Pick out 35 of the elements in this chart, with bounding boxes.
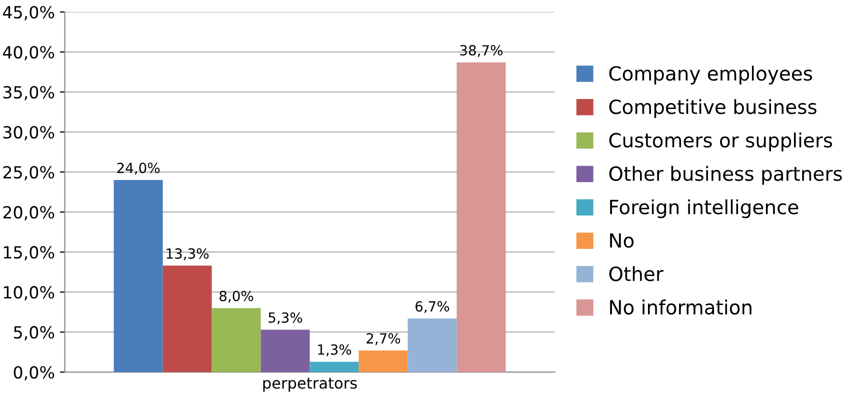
legend-label: Other business partners (609, 166, 842, 185)
data-label: 6,7% (416, 301, 450, 314)
legend-label: Other (609, 266, 664, 282)
y-tick-label: 10,0% (4, 286, 54, 300)
legend-label: Foreign intelligence (610, 199, 798, 218)
data-label: 1,3% (318, 344, 352, 356)
y-tick-label: 40,0% (2, 46, 54, 60)
bar (212, 308, 261, 372)
data-label: 38,7% (460, 45, 502, 57)
y-tick-label: 0,0% (14, 366, 54, 380)
y-tick-label: 20,0% (3, 206, 54, 220)
data-label: 2,7% (366, 333, 400, 346)
legend-label: No (610, 233, 634, 248)
legend-label: Customers or suppliers (609, 132, 832, 152)
bar (260, 330, 310, 372)
bar (358, 350, 408, 372)
bar (310, 362, 359, 372)
data-label: 24,0% (117, 162, 160, 175)
bar (456, 62, 506, 372)
y-tick-label: 5,0% (14, 326, 54, 340)
y-tick-label: 30,0% (3, 126, 54, 140)
data-label: 13,3% (166, 248, 209, 260)
legend-label: No information (610, 300, 752, 315)
data-label: 8,0% (220, 290, 254, 303)
y-tick-label: 15,0% (4, 246, 54, 260)
y-tick-label: 25,0% (3, 166, 54, 180)
bar (408, 318, 457, 372)
data-label: 5,3% (268, 312, 302, 324)
x-tick-label: perpetrators (263, 378, 357, 392)
y-tick-label: 35,0% (3, 86, 54, 100)
bar (162, 266, 212, 372)
y-tick-label: 45,0% (2, 6, 54, 20)
bar (114, 180, 163, 372)
legend-label: Company employees (609, 66, 812, 85)
legend-label: Competitive business (609, 99, 816, 118)
